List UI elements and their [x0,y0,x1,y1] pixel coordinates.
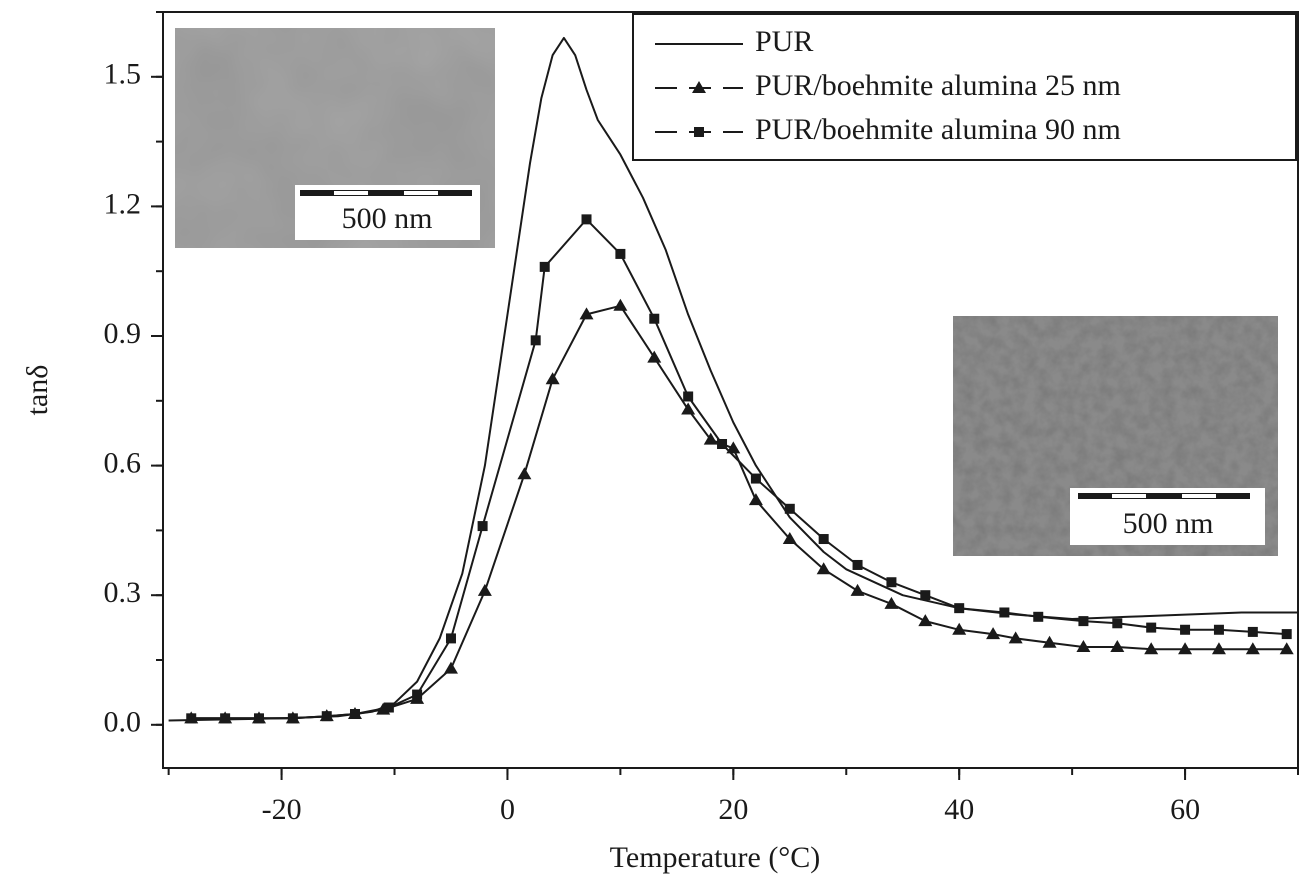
y-axis-label: tanδ [21,365,54,416]
marker [186,713,197,724]
marker [952,622,967,635]
marker [884,596,899,609]
marker [703,432,718,445]
legend-label: PUR [755,25,813,58]
marker [1076,640,1091,653]
marker [287,713,298,724]
marker [412,689,423,700]
marker [999,607,1010,618]
scale-bar-gap [334,191,368,195]
marker [750,473,761,484]
marker [1245,642,1260,655]
marker [748,493,763,506]
marker [443,661,458,674]
scale-bar [1078,493,1250,499]
plot-frame [162,11,1299,769]
marker [681,402,696,415]
marker [1008,631,1023,644]
x-axis-label: Temperature (°C) [610,841,821,874]
marker [1146,622,1157,633]
marker [1279,642,1294,655]
marker [321,711,332,722]
marker [1180,624,1191,635]
marker [918,614,933,627]
marker [615,248,626,259]
marker [1213,624,1224,635]
y-tick-label: 0.0 [104,706,142,739]
marker [1211,642,1226,655]
insets: 500 nm 500 nm [175,28,1278,556]
marker [477,583,492,596]
scale-bar-gap [404,191,438,195]
marker [1078,616,1089,627]
marker [726,441,741,454]
y-tick-label: 0.9 [104,317,142,350]
y-tick-label: 1.2 [104,187,142,220]
marker [782,532,797,545]
y-tick-label: 0.6 [104,446,142,479]
y-tick-label: 0.3 [104,576,142,609]
marker [539,261,550,272]
scale-bar-gap [1182,494,1216,498]
marker [349,709,360,719]
x-tick-label: 0 [500,793,515,826]
legend-box [632,13,1297,161]
marker [613,298,628,311]
marker [816,562,831,575]
marker [220,713,231,724]
inset-label: 500 nm [342,202,433,235]
marker [850,583,865,596]
marker [886,577,897,588]
marker [253,713,264,724]
marker [383,702,394,713]
marker [920,590,931,601]
scale-bar-gap [1112,494,1146,498]
marker [1042,635,1057,648]
marker [717,439,728,449]
marker [579,307,594,320]
marker [683,391,694,402]
marker [1281,629,1292,640]
marker [647,350,662,363]
marker [649,313,660,324]
marker [517,467,532,480]
marker [692,81,706,93]
x-tick-label: 60 [1170,793,1200,826]
marker [1178,642,1193,655]
marker [545,372,560,385]
marker [1144,642,1159,655]
marker [986,627,1001,640]
marker [1033,611,1044,622]
legend-label: PUR/boehmite alumina 25 nm [755,69,1121,102]
marker [581,214,592,225]
marker [818,534,829,545]
scale-bar [300,190,472,196]
x-tick-label: -20 [262,793,302,826]
marker [1110,640,1125,653]
inset-label: 500 nm [1123,507,1214,540]
legend-label: PUR/boehmite alumina 90 nm [755,113,1121,146]
marker [530,335,541,346]
marker [954,603,965,614]
marker [477,521,488,532]
y-tick-label: 1.5 [104,58,142,91]
marker [1112,618,1123,629]
marker [784,503,795,514]
x-tick-label: 40 [944,793,974,826]
marker [1247,626,1258,637]
marker [445,633,456,644]
marker [694,127,704,137]
x-tick-label: 20 [718,793,748,826]
marker [852,559,863,570]
